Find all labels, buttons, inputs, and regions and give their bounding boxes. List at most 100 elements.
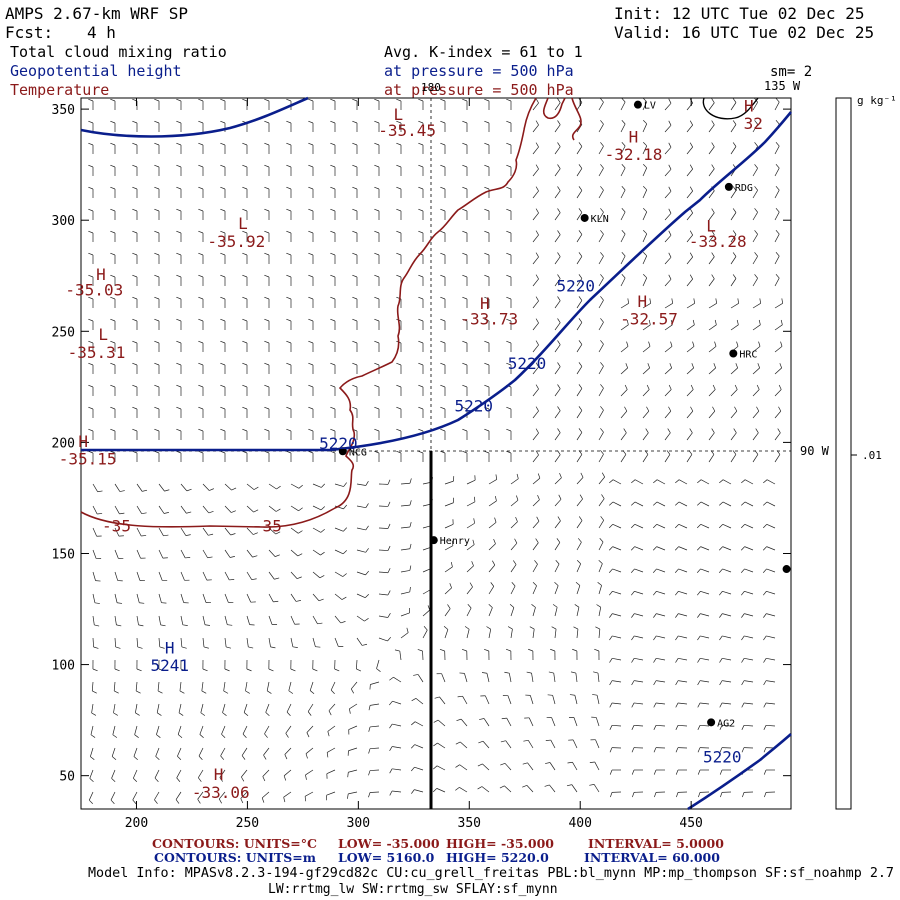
wind-barb bbox=[653, 769, 665, 775]
wind-barb bbox=[198, 428, 204, 440]
wind-barb bbox=[110, 318, 116, 330]
wind-barb bbox=[286, 164, 292, 176]
wind-barb bbox=[752, 406, 760, 419]
wind-barb bbox=[774, 142, 780, 155]
temperature-label: L bbox=[238, 214, 248, 233]
meridian-135w-label: 135 W bbox=[764, 79, 801, 93]
wind-barb bbox=[136, 615, 144, 627]
wind-barb bbox=[593, 671, 600, 683]
wind-barb bbox=[506, 450, 512, 462]
field-cloud-label: Total cloud mixing ratio bbox=[10, 43, 227, 61]
wind-barb bbox=[598, 559, 603, 573]
wind-barb bbox=[347, 769, 358, 778]
header: AMPS 2.67-km WRF SP Init: 12 UTC Tue 02 … bbox=[5, 4, 874, 99]
wind-barb bbox=[242, 428, 248, 440]
wind-barb bbox=[374, 296, 380, 308]
wind-barb bbox=[308, 296, 314, 308]
wind-barb bbox=[462, 208, 468, 220]
wind-barb bbox=[220, 274, 226, 286]
wind-barb bbox=[763, 501, 776, 507]
wind-barb bbox=[686, 298, 696, 309]
temperature-contour-minus35 bbox=[80, 97, 537, 528]
wind-barb bbox=[198, 208, 204, 220]
wind-barb bbox=[400, 478, 412, 485]
wind-barb bbox=[368, 725, 380, 732]
wind-barb bbox=[664, 450, 671, 463]
wind-barb bbox=[368, 703, 380, 711]
wind-barb bbox=[88, 296, 94, 308]
wind-barb bbox=[352, 340, 358, 352]
wind-barb bbox=[696, 546, 710, 551]
wind-barb bbox=[484, 384, 490, 396]
wind-barb bbox=[110, 252, 116, 264]
wind-barb bbox=[554, 230, 561, 243]
wind-barb bbox=[264, 450, 270, 462]
wind-barb bbox=[202, 637, 209, 649]
wind-barb bbox=[220, 747, 226, 760]
wind-barb bbox=[198, 230, 204, 242]
wind-barb bbox=[180, 505, 192, 514]
wind-barb bbox=[478, 740, 490, 749]
height-contour-5220-main bbox=[81, 111, 792, 452]
wind-barb bbox=[308, 230, 314, 242]
wind-barb bbox=[180, 637, 187, 649]
wind-barb bbox=[132, 384, 138, 396]
wind-barb bbox=[664, 274, 672, 287]
wind-barb bbox=[356, 503, 369, 509]
wind-barb bbox=[730, 428, 737, 441]
wind-barb bbox=[378, 613, 391, 618]
wind-barb bbox=[180, 571, 190, 581]
wind-barb bbox=[598, 98, 604, 111]
wind-barb bbox=[608, 523, 622, 529]
station-marker bbox=[429, 536, 438, 545]
wind-barb bbox=[132, 318, 138, 330]
temperature-label: -35 bbox=[253, 516, 282, 535]
wind-barb bbox=[176, 274, 182, 286]
wind-barb bbox=[609, 702, 622, 708]
wind-barb bbox=[283, 791, 292, 803]
wind-barb bbox=[532, 450, 539, 463]
wind-barb bbox=[620, 98, 626, 111]
wind-barb bbox=[246, 571, 257, 580]
wind-barb bbox=[374, 274, 380, 286]
wind-barb bbox=[158, 505, 169, 514]
contours-temp-units: CONTOURS: UNITS=°C bbox=[152, 836, 317, 851]
wind-barb bbox=[697, 657, 710, 663]
wind-barb bbox=[418, 164, 424, 176]
wind-barb bbox=[396, 450, 402, 462]
wind-barb bbox=[88, 340, 94, 352]
wind-barb bbox=[286, 406, 292, 418]
wind-barb bbox=[686, 230, 693, 243]
temperature-contour-top bbox=[542, 97, 566, 120]
wind-barb bbox=[154, 164, 160, 176]
wind-barb bbox=[532, 252, 539, 265]
wind-barb bbox=[510, 560, 517, 573]
wind-barb bbox=[374, 318, 380, 330]
wind-barb bbox=[532, 428, 539, 441]
wind-barb bbox=[396, 252, 402, 264]
wind-barb bbox=[410, 744, 424, 749]
wind-barb bbox=[664, 252, 672, 265]
wind-barb bbox=[283, 769, 292, 781]
wind-barb bbox=[110, 142, 116, 154]
wind-barb bbox=[484, 252, 490, 264]
wind-barb bbox=[708, 252, 715, 265]
wind-barb bbox=[631, 724, 644, 730]
wind-barb bbox=[686, 120, 693, 133]
wind-barb bbox=[630, 546, 644, 551]
wind-barb bbox=[290, 527, 303, 534]
wind-barb bbox=[664, 164, 672, 177]
temperature-labels: L-35.45 H-32.18H32L-35.92L-33.28H-35.03H-… bbox=[59, 96, 763, 802]
wind-barb bbox=[440, 142, 446, 154]
wind-barb bbox=[596, 604, 602, 617]
wind-barb bbox=[462, 340, 468, 352]
wind-barb bbox=[598, 538, 604, 551]
wind-barb bbox=[176, 450, 182, 462]
wind-barb bbox=[88, 252, 94, 264]
wind-barb bbox=[308, 428, 314, 440]
wind-barb bbox=[312, 505, 326, 511]
wind-barb bbox=[290, 659, 296, 672]
wind-barb bbox=[220, 252, 226, 264]
wind-barb bbox=[719, 590, 732, 596]
station-marker bbox=[724, 182, 733, 191]
